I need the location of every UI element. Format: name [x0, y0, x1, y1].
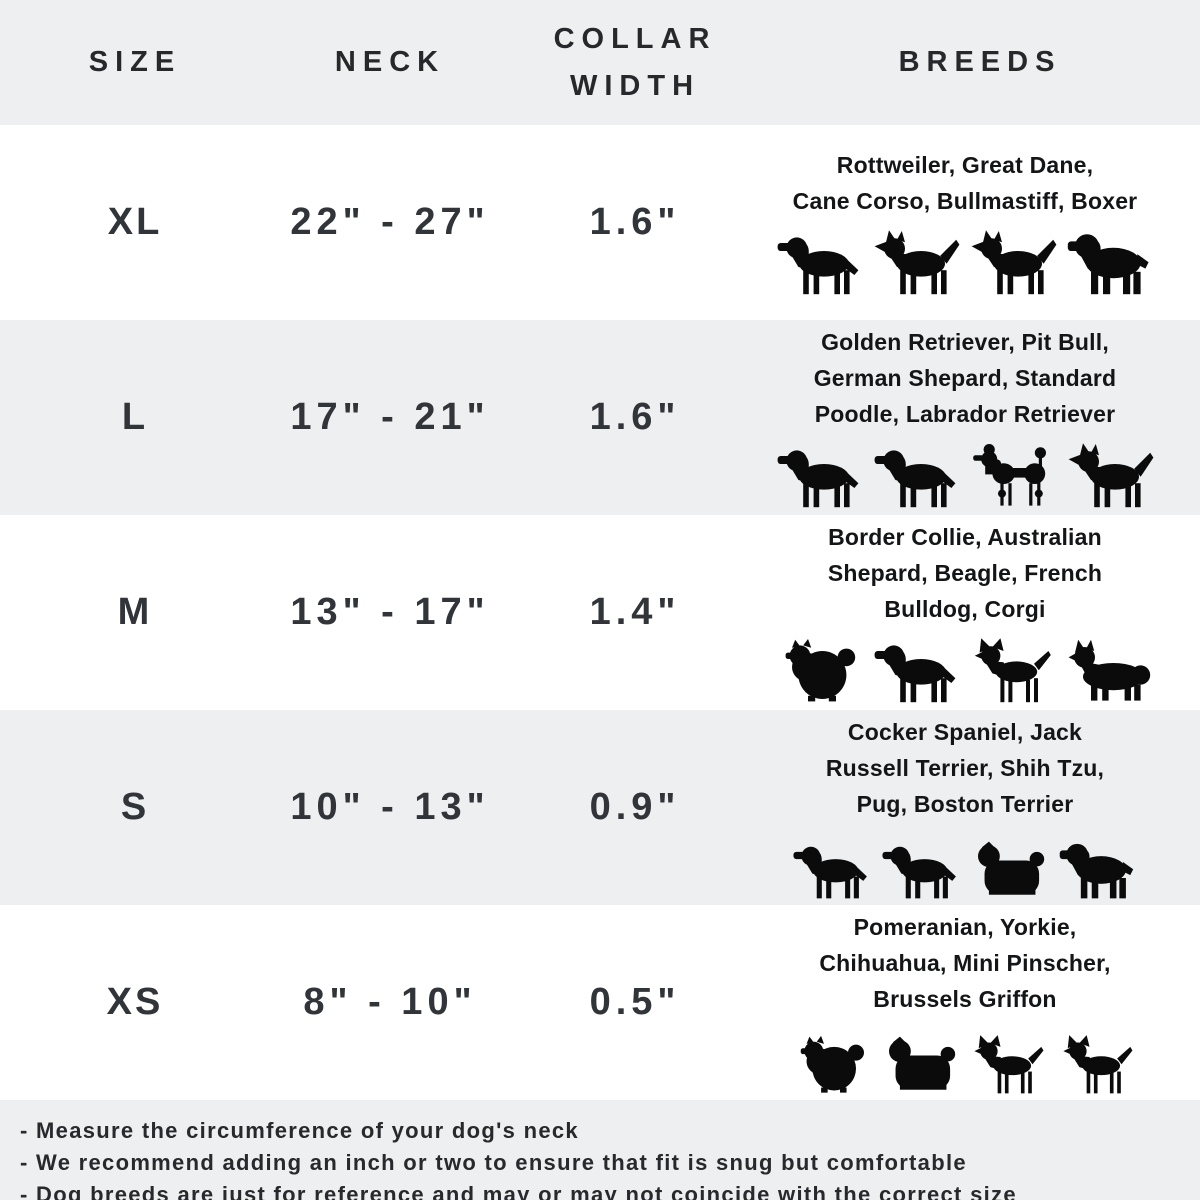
size-label: M: [117, 591, 153, 633]
neck-range: 13" - 17": [290, 591, 490, 633]
collar-width-value: 0.9": [589, 786, 681, 828]
note-reference: - Dog breeds are just for reference and …: [20, 1182, 1017, 1200]
collar-width-value: 0.5": [589, 981, 681, 1023]
labrador-retriever-icon: [873, 440, 961, 512]
table-row-xs: XS 8" - 10" 0.5" Pomeranian, Yorkie, Chi…: [0, 905, 1200, 1100]
border-collie-icon: [776, 635, 864, 707]
rottweiler-icon: [776, 227, 864, 299]
shih-tzu-icon: [970, 838, 1050, 902]
collar-width-value: 1.6": [589, 201, 681, 243]
dog-silhouettes: [776, 631, 1155, 707]
breeds-cell: Border Collie, Australian Shepard, Beagl…: [760, 515, 1200, 710]
pug-icon: [1059, 838, 1139, 902]
golden-retriever-icon: [776, 440, 864, 512]
table-row-xl: XL 22" - 27" 1.6" Rottweiler, Great Dane…: [0, 125, 1200, 320]
neck-range: 22" - 27": [290, 201, 490, 243]
beagle-icon: [873, 635, 961, 707]
cocker-spaniel-icon: [792, 838, 872, 902]
poodle-icon: [970, 440, 1058, 512]
column-header-breeds: BREEDS: [898, 46, 1062, 79]
column-header-size: SIZE: [88, 46, 182, 79]
neck-range: 17" - 21": [290, 396, 490, 438]
breeds-list: Rottweiler, Great Dane, Cane Corso, Bull…: [792, 151, 1138, 214]
chihuahua-icon: [970, 1033, 1050, 1097]
breeds-cell: Rottweiler, Great Dane, Cane Corso, Bull…: [760, 125, 1200, 320]
size-label: XS: [106, 981, 164, 1023]
collar-width-value: 1.6": [589, 396, 681, 438]
neck-range: 10" - 13": [290, 786, 490, 828]
dog-silhouettes: [792, 1021, 1139, 1097]
dog-silhouettes: [776, 436, 1155, 512]
table-header: SIZE NECK COLLAR WIDTH BREEDS: [0, 0, 1200, 125]
dog-silhouettes: [776, 223, 1155, 299]
pomeranian-icon: [792, 1033, 872, 1097]
breeds-list: Border Collie, Australian Shepard, Beagl…: [827, 523, 1103, 622]
french-bulldog-icon: [970, 635, 1058, 707]
breeds-list: Cocker Spaniel, Jack Russell Terrier, Sh…: [825, 718, 1105, 817]
cane-corso-icon: [970, 227, 1058, 299]
column-header-neck: NECK: [334, 46, 446, 79]
breeds-cell: Pomeranian, Yorkie, Chihuahua, Mini Pins…: [760, 905, 1200, 1100]
bullmastiff-icon: [1067, 227, 1155, 299]
dog-silhouettes: [792, 826, 1139, 902]
size-label: S: [120, 786, 150, 828]
german-shepard-icon: [1067, 440, 1155, 512]
great-dane-icon: [873, 227, 961, 299]
breeds-list: Pomeranian, Yorkie, Chihuahua, Mini Pins…: [819, 913, 1111, 1012]
breeds-cell: Cocker Spaniel, Jack Russell Terrier, Sh…: [760, 710, 1200, 905]
neck-range: 8" - 10": [303, 981, 477, 1023]
breeds-list: Golden Retriever, Pit Bull, German Shepa…: [813, 328, 1117, 427]
table-row-m: M 13" - 17" 1.4" Border Collie, Australi…: [0, 515, 1200, 710]
table-row-s: S 10" - 13" 0.9" Cocker Spaniel, Jack Ru…: [0, 710, 1200, 905]
collar-width-value: 1.4": [589, 591, 681, 633]
size-label: L: [121, 396, 149, 438]
size-label: XL: [107, 201, 163, 243]
table-row-l: L 17" - 21" 1.6" Golden Retriever, Pit B…: [0, 320, 1200, 515]
breeds-cell: Golden Retriever, Pit Bull, German Shepa…: [760, 320, 1200, 515]
footnotes: - Measure the circumference of your dog'…: [0, 1100, 1200, 1200]
jack-russell-icon: [881, 838, 961, 902]
note-recommend: - We recommend adding an inch or two to …: [20, 1150, 967, 1175]
corgi-icon: [1067, 635, 1155, 707]
column-header-collar-width: COLLAR WIDTH: [553, 23, 717, 102]
yorkie-icon: [881, 1033, 961, 1097]
mini-pinscher-icon: [1059, 1033, 1139, 1097]
note-measure: - Measure the circumference of your dog'…: [20, 1118, 579, 1143]
